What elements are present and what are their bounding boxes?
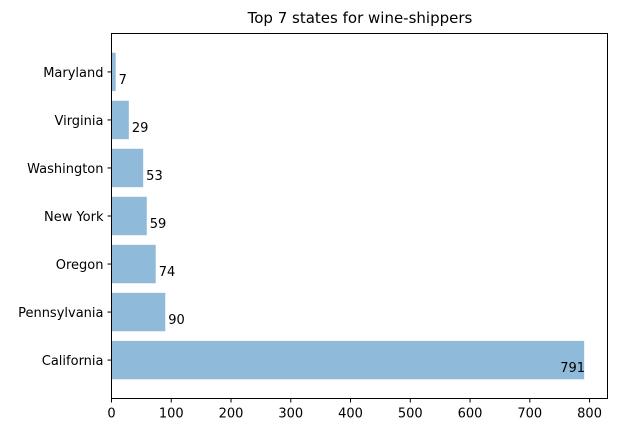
x-tick-label: 100 xyxy=(159,407,184,422)
bar-washington xyxy=(111,148,144,188)
x-tick-label: 800 xyxy=(577,407,602,422)
data-label: 53 xyxy=(146,169,163,184)
y-tick-label: Washington xyxy=(27,162,103,177)
x-tick-label: 0 xyxy=(107,407,115,422)
bars-layer xyxy=(111,52,585,380)
x-tick-label: 400 xyxy=(338,407,363,422)
y-tick-label: California xyxy=(42,354,104,369)
bar-virginia xyxy=(111,100,129,140)
chart-title: Top 7 states for wine-shippers xyxy=(247,9,473,27)
data-label: 90 xyxy=(168,313,185,328)
data-label: 791 xyxy=(560,361,585,376)
y-tick-label: Virginia xyxy=(54,114,103,129)
y-tick-label: Pennsylvania xyxy=(18,306,103,321)
x-tick-label: 700 xyxy=(517,407,542,422)
plot-frame xyxy=(111,33,608,399)
x-axis: 0 100 200 300 400 500 600 700 800 xyxy=(107,398,602,422)
data-label: 7 xyxy=(119,73,127,88)
data-labels-layer: 791 90 74 59 53 29 7 xyxy=(119,73,585,376)
bar-california xyxy=(111,340,585,380)
bar-new-york xyxy=(111,196,147,236)
data-label: 59 xyxy=(150,217,167,232)
x-tick-label: 500 xyxy=(398,407,423,422)
data-label: 29 xyxy=(132,121,149,136)
x-tick-label: 600 xyxy=(458,407,483,422)
y-tick-label: Oregon xyxy=(56,258,104,273)
bar-oregon xyxy=(111,244,156,284)
x-tick-label: 300 xyxy=(278,407,303,422)
y-tick-label: Maryland xyxy=(43,66,103,81)
y-tick-label: New York xyxy=(44,210,104,225)
bar-pennsylvania xyxy=(111,292,166,332)
bar-maryland xyxy=(111,52,116,92)
x-tick-label: 200 xyxy=(219,407,244,422)
data-label: 74 xyxy=(159,265,176,280)
y-axis: California Pennsylvania Oregon New York Wash… xyxy=(18,66,112,369)
